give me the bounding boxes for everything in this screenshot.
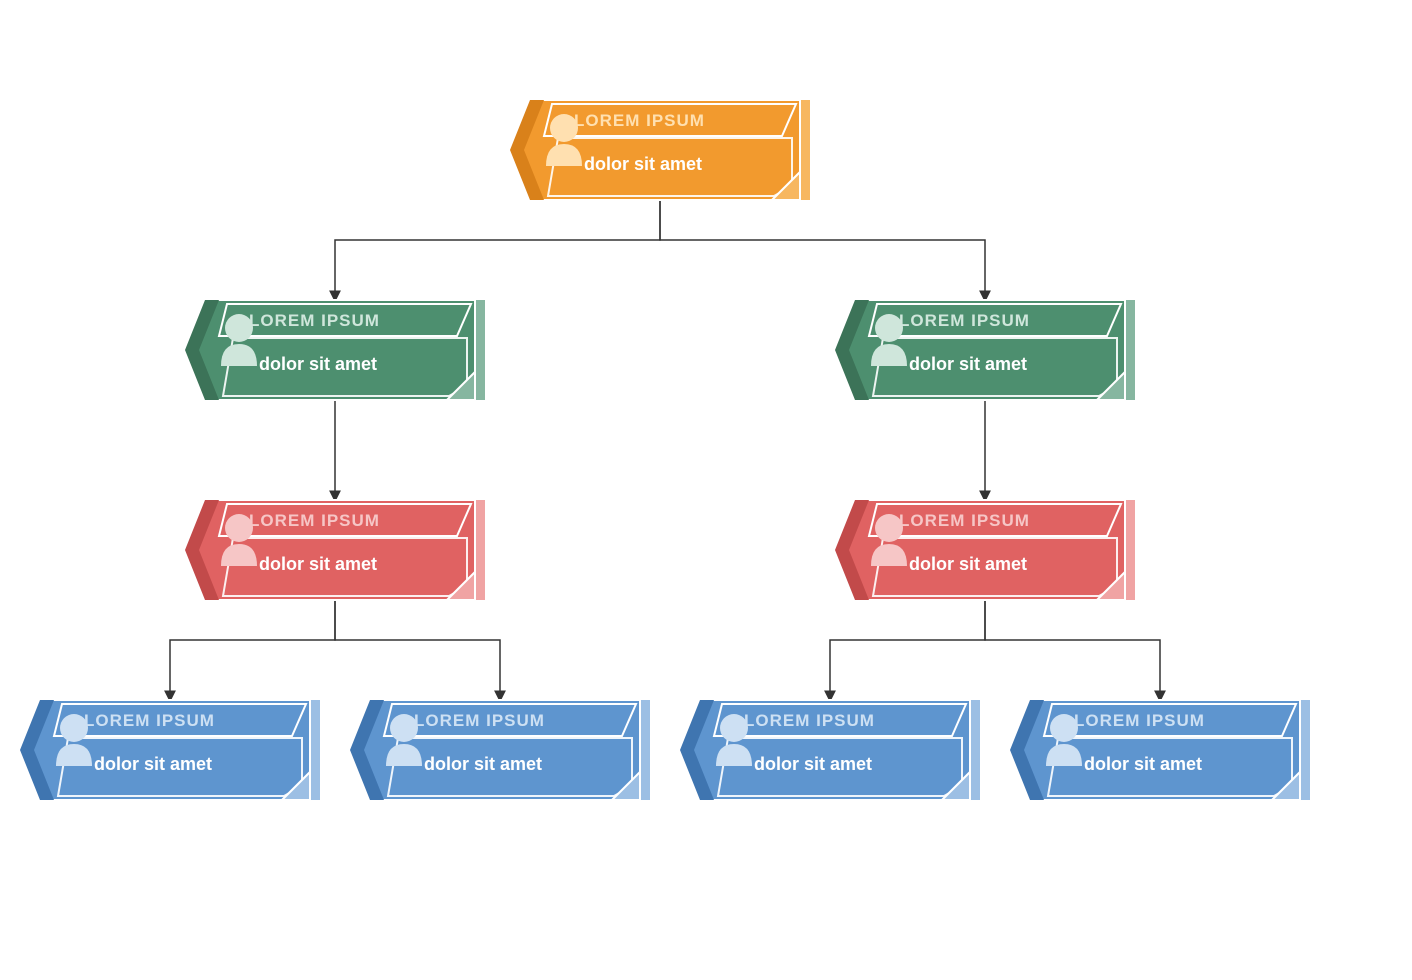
nodes-layer: LOREM IPSUM dolor sit amet LOREM IPSUM dolo… <box>20 100 1310 800</box>
node-title: LOREM IPSUM <box>249 511 380 530</box>
node-subtitle: dolor sit amet <box>424 754 542 774</box>
org-node: LOREM IPSUM dolor sit amet <box>835 500 1135 600</box>
org-node: LOREM IPSUM dolor sit amet <box>1010 700 1310 800</box>
org-node: LOREM IPSUM dolor sit amet <box>680 700 980 800</box>
node-subtitle: dolor sit amet <box>94 754 212 774</box>
org-node: LOREM IPSUM dolor sit amet <box>510 100 810 200</box>
node-subtitle: dolor sit amet <box>909 554 1027 574</box>
org-chart: LOREM IPSUM dolor sit amet LOREM IPSUM dolo… <box>0 0 1412 980</box>
node-title: LOREM IPSUM <box>899 311 1030 330</box>
node-subtitle: dolor sit amet <box>1084 754 1202 774</box>
connector <box>985 600 1160 700</box>
org-node: LOREM IPSUM dolor sit amet <box>185 500 485 600</box>
node-title: LOREM IPSUM <box>744 711 875 730</box>
node-subtitle: dolor sit amet <box>259 354 377 374</box>
connector <box>335 200 660 300</box>
connector <box>830 600 985 700</box>
edges-layer <box>170 200 1160 700</box>
org-node: LOREM IPSUM dolor sit amet <box>20 700 320 800</box>
node-title: LOREM IPSUM <box>249 311 380 330</box>
connector <box>660 200 985 300</box>
node-subtitle: dolor sit amet <box>584 154 702 174</box>
node-title: LOREM IPSUM <box>574 111 705 130</box>
org-node: LOREM IPSUM dolor sit amet <box>835 300 1135 400</box>
node-subtitle: dolor sit amet <box>909 354 1027 374</box>
node-subtitle: dolor sit amet <box>259 554 377 574</box>
org-node: LOREM IPSUM dolor sit amet <box>350 700 650 800</box>
connector <box>335 600 500 700</box>
node-title: LOREM IPSUM <box>899 511 1030 530</box>
node-title: LOREM IPSUM <box>84 711 215 730</box>
node-title: LOREM IPSUM <box>1074 711 1205 730</box>
connector <box>170 600 335 700</box>
node-subtitle: dolor sit amet <box>754 754 872 774</box>
node-title: LOREM IPSUM <box>414 711 545 730</box>
org-node: LOREM IPSUM dolor sit amet <box>185 300 485 400</box>
